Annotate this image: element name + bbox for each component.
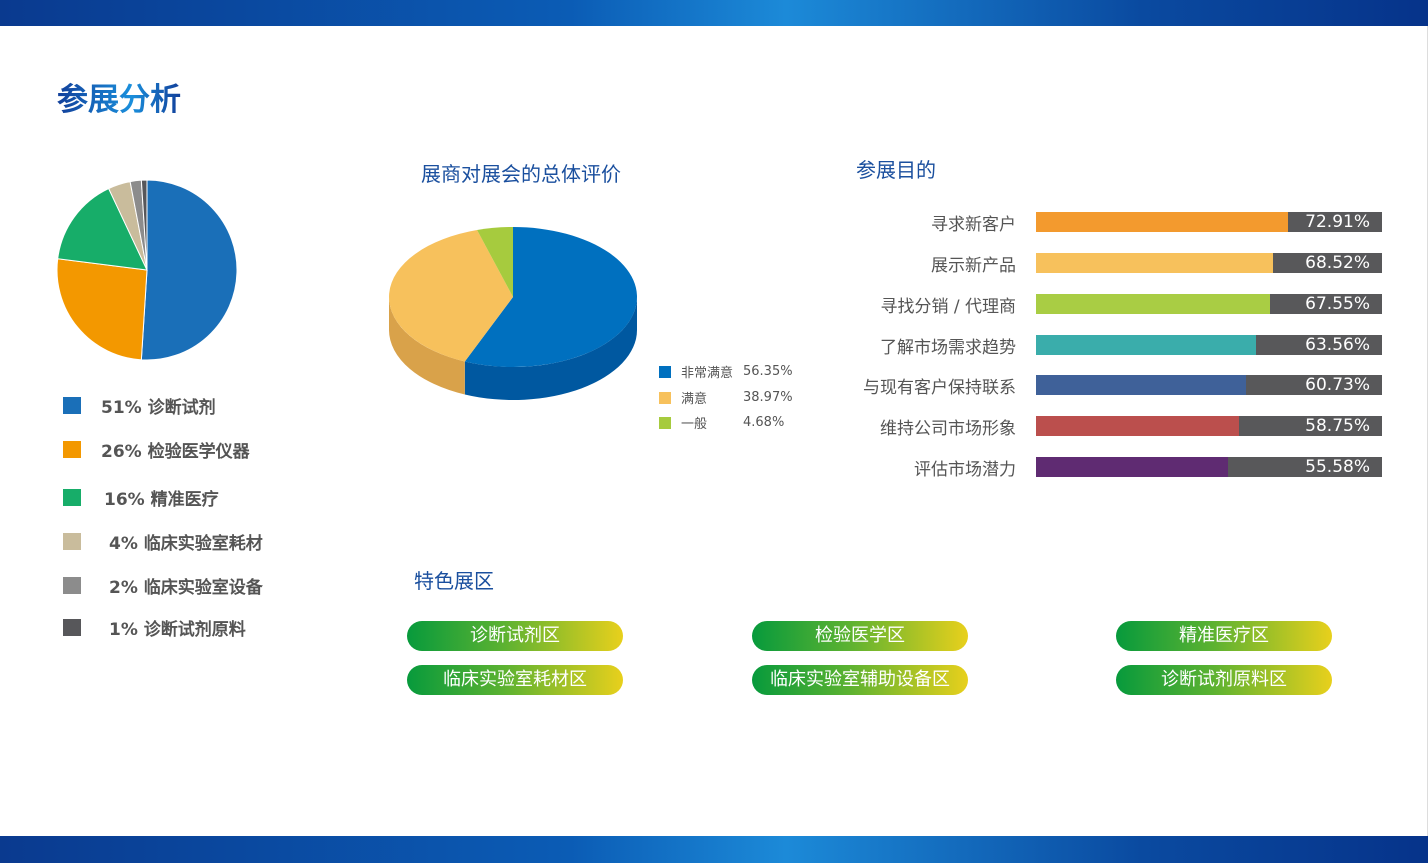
zone-button[interactable]: 临床实验室耗材区	[407, 665, 623, 695]
bar-value-label: 60.73%	[1305, 375, 1370, 395]
legend-swatch	[659, 365, 671, 378]
bar-label: 寻找分销 / 代理商	[880, 297, 1016, 317]
legend-label: 26% 检验医学仪器	[101, 442, 250, 462]
legend-item: 16% 精准医疗	[63, 485, 219, 510]
legend-label: 16% 精准医疗	[104, 490, 219, 510]
legend-label: 一般	[681, 417, 708, 432]
pie-slice-满意	[388, 230, 513, 362]
pie-slice-诊断试剂	[140, 179, 238, 361]
legend-swatch	[63, 397, 81, 414]
bar	[1036, 335, 1256, 355]
legend-item: 51% 诊断试剂	[63, 393, 216, 418]
legend-swatch	[63, 441, 81, 458]
bar-label: 寻求新客户	[931, 215, 1016, 235]
legend-swatch	[63, 619, 81, 636]
bar-track: 60.73%	[1036, 375, 1382, 395]
bar-track: 72.91%	[1036, 212, 1382, 232]
purpose-chart-title: 参展目的	[856, 158, 936, 182]
evaluation-chart-title: 展商对展会的总体评价	[421, 162, 621, 186]
bar-row: 展示新产品 68.52%	[840, 253, 1385, 276]
bar	[1036, 294, 1270, 314]
bar-label: 维持公司市场形象	[880, 419, 1016, 439]
legend-label: 非常满意	[681, 366, 734, 381]
bar	[1036, 457, 1229, 477]
bar-value-label: 58.75%	[1305, 416, 1370, 436]
top-banner	[0, 0, 1428, 26]
bar-value-label: 72.91%	[1305, 212, 1370, 232]
bar-label: 了解市场需求趋势	[880, 338, 1016, 358]
bar-track: 55.58%	[1036, 457, 1382, 477]
pie-side-非常满意	[464, 297, 637, 400]
bar-track: 58.75%	[1036, 416, 1382, 436]
pie-side-满意	[389, 297, 465, 395]
legend-label: 1% 诊断试剂原料	[109, 620, 246, 640]
evaluation-3d-pie-chart	[388, 227, 637, 400]
bar-track: 68.52%	[1036, 253, 1382, 273]
legend-swatch	[659, 391, 671, 404]
bar-track: 63.56%	[1036, 335, 1382, 355]
bar-value-label: 55.58%	[1305, 457, 1370, 477]
pie-slice-精准医疗	[57, 187, 148, 271]
legend-item: 26% 检验医学仪器	[63, 437, 250, 462]
legend-label: 满意	[681, 392, 708, 407]
zone-button[interactable]: 诊断试剂原料区	[1116, 665, 1332, 695]
bar-value-label: 67.55%	[1305, 294, 1370, 314]
zone-button[interactable]: 检验医学区	[752, 621, 968, 651]
legend-swatch	[63, 489, 81, 506]
bar-row: 评估市场潜力 55.58%	[840, 457, 1385, 480]
legend-value: 38.97%	[743, 390, 793, 405]
bar	[1036, 416, 1240, 436]
bar-row: 寻求新客户 72.91%	[840, 212, 1385, 235]
industry-pie-chart	[56, 179, 238, 361]
bar-track: 67.55%	[1036, 294, 1382, 314]
pie-slice-非常满意	[464, 227, 637, 367]
legend-item: 一般 4.68%	[659, 413, 784, 432]
bar-label: 与现有客户保持联系	[863, 378, 1016, 398]
page-title: 参展分析	[57, 74, 181, 119]
bar-value-label: 63.56%	[1305, 335, 1370, 355]
bar	[1036, 375, 1247, 395]
zone-button[interactable]: 精准医疗区	[1116, 621, 1332, 651]
bar	[1036, 212, 1289, 232]
legend-value: 56.35%	[743, 364, 793, 379]
bar-row: 维持公司市场形象 58.75%	[840, 416, 1385, 439]
zone-button[interactable]: 诊断试剂区	[407, 621, 623, 651]
legend-item: 4% 临床实验室耗材	[63, 529, 263, 554]
bar-label: 展示新产品	[931, 256, 1016, 276]
legend-item: 满意 38.97%	[659, 388, 793, 407]
zone-button[interactable]: 临床实验室辅助设备区	[752, 665, 968, 695]
pie-slice-一般	[477, 227, 513, 297]
legend-swatch	[659, 416, 671, 429]
bar-row: 了解市场需求趋势 63.56%	[840, 335, 1385, 358]
bar-label: 评估市场潜力	[914, 460, 1016, 480]
pie-slice-诊断试剂原料	[140, 179, 148, 271]
legend-label: 2% 临床实验室设备	[109, 578, 263, 598]
bottom-banner	[0, 836, 1428, 863]
bar-row: 寻找分销 / 代理商 67.55%	[840, 294, 1385, 317]
legend-item: 2% 临床实验室设备	[63, 573, 263, 598]
zones-title: 特色展区	[414, 569, 494, 593]
pie-slice-检验医学仪器	[56, 258, 148, 361]
legend-item: 1% 诊断试剂原料	[63, 615, 246, 640]
legend-item: 非常满意 56.35%	[659, 362, 793, 381]
legend-swatch	[63, 577, 81, 594]
legend-label: 51% 诊断试剂	[101, 398, 216, 418]
legend-label: 4% 临床实验室耗材	[109, 534, 263, 554]
bar-row: 与现有客户保持联系 60.73%	[840, 375, 1385, 398]
legend-value: 4.68%	[743, 415, 785, 430]
bar	[1036, 253, 1274, 273]
bar-value-label: 68.52%	[1305, 253, 1370, 273]
legend-swatch	[63, 533, 81, 550]
